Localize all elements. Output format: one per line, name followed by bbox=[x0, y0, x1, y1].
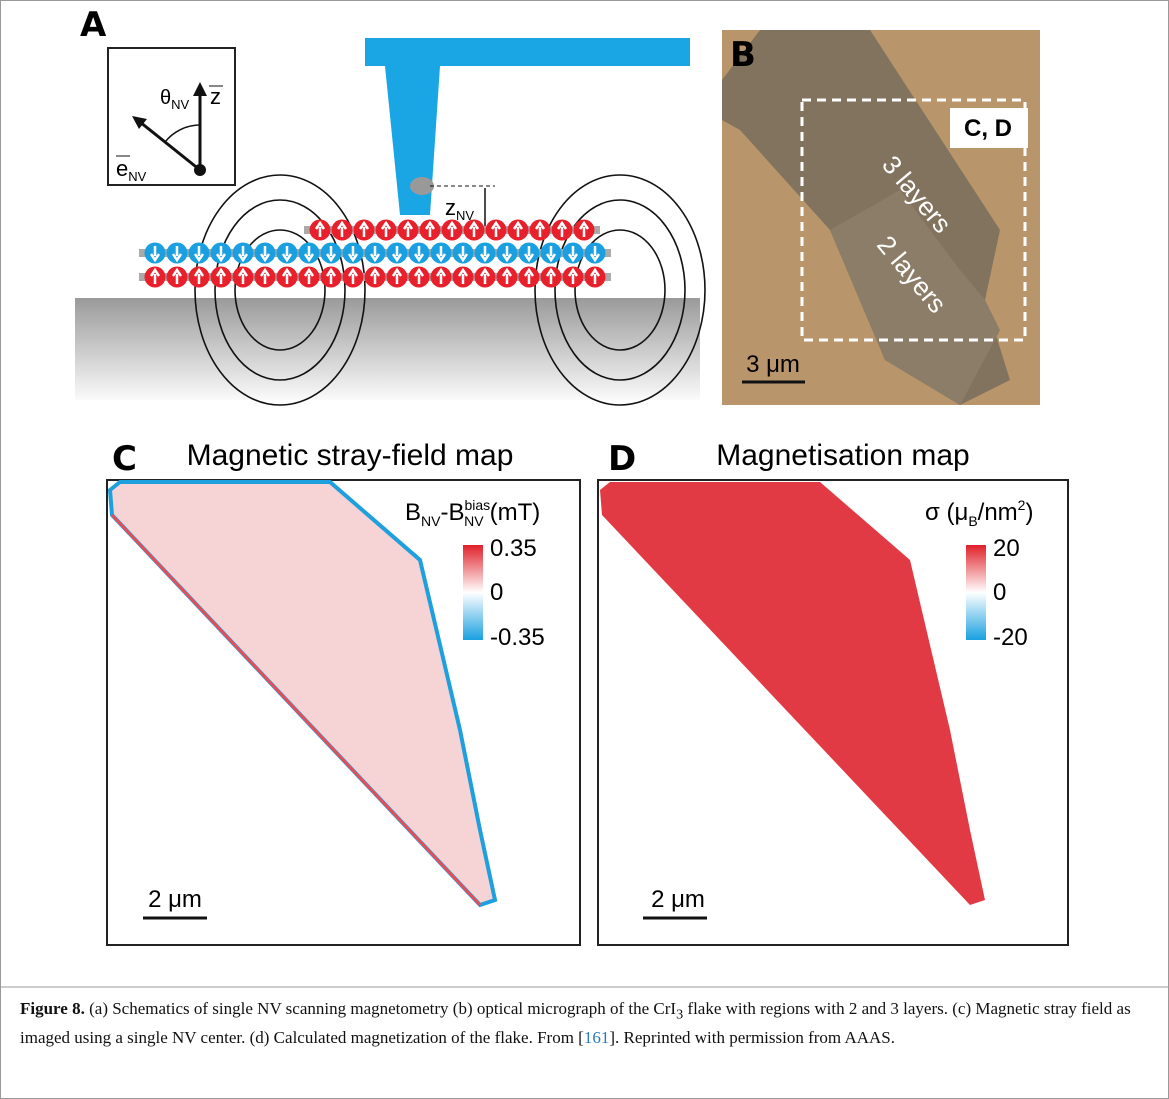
z-nv-label: zNV bbox=[445, 195, 474, 223]
colorbar-tick: 20 bbox=[993, 535, 1020, 562]
subscript: B bbox=[968, 513, 977, 529]
panel-title: Magnetic stray-field map bbox=[187, 439, 514, 472]
scale-bar-label: 2 μm bbox=[148, 886, 202, 913]
caption-text: ]. Reprinted with permission from AAAS. bbox=[609, 1028, 895, 1047]
z-label: z bbox=[210, 84, 221, 109]
symbol: z bbox=[445, 195, 456, 220]
subscript: NV bbox=[464, 513, 484, 529]
superscript: 2 bbox=[1018, 497, 1026, 513]
region-label: C, D bbox=[964, 115, 1012, 142]
figure: A θNV z eNV zNV C, D B 3 layers 2 layers… bbox=[0, 0, 1169, 990]
cb-text: B bbox=[405, 499, 421, 526]
subscript: NV bbox=[421, 513, 441, 529]
caption: Figure 8. (a) Schematics of single NV sc… bbox=[20, 997, 1150, 1049]
colorbar-tick: 0.35 bbox=[490, 535, 537, 562]
cb-text: (mT) bbox=[490, 499, 541, 526]
panel-label: D bbox=[608, 439, 636, 479]
colorbar-tick: 0 bbox=[490, 579, 503, 606]
panel-b: C, D B 3 layers 2 layers 3 μm bbox=[722, 30, 1040, 405]
cb-text: -B bbox=[440, 499, 464, 526]
scale-bar-label: 3 μm bbox=[746, 351, 800, 378]
caption-text: (a) Schematics of single NV scanning mag… bbox=[85, 999, 676, 1018]
panel-a: A θNV z eNV zNV bbox=[75, 5, 705, 405]
colorbar bbox=[966, 545, 986, 640]
scale-bar-label: 2 μm bbox=[651, 886, 705, 913]
citation[interactable]: 161 bbox=[584, 1028, 610, 1047]
cb-text: ) bbox=[1025, 499, 1033, 526]
colorbar-tick: -0.35 bbox=[490, 624, 545, 651]
panel-label: B bbox=[730, 35, 756, 75]
symbol: e bbox=[116, 156, 128, 181]
cb-text: σ (μ bbox=[925, 499, 968, 526]
subscript: NV bbox=[128, 169, 146, 184]
substrate bbox=[75, 298, 700, 400]
colorbar bbox=[463, 545, 483, 640]
caption-label: Figure 8. bbox=[20, 999, 85, 1018]
tip bbox=[385, 66, 440, 215]
panel-label: C bbox=[112, 439, 137, 479]
colorbar-title: σ (μB/nm2) bbox=[925, 497, 1033, 529]
symbol: θ bbox=[160, 87, 171, 109]
subscript: NV bbox=[171, 97, 189, 112]
colorbar-tick: -20 bbox=[993, 624, 1028, 651]
superscript: bias bbox=[464, 497, 490, 513]
panel-label: A bbox=[80, 5, 107, 45]
nv-dot bbox=[194, 164, 206, 176]
cantilever bbox=[365, 38, 690, 66]
panel-d: D Magnetisation map σ (μB/nm2) 20 0 -20 … bbox=[598, 439, 1068, 945]
cb-text: /nm bbox=[978, 499, 1018, 526]
panel-title: Magnetisation map bbox=[716, 439, 969, 472]
colorbar-tick: 0 bbox=[993, 579, 1006, 606]
